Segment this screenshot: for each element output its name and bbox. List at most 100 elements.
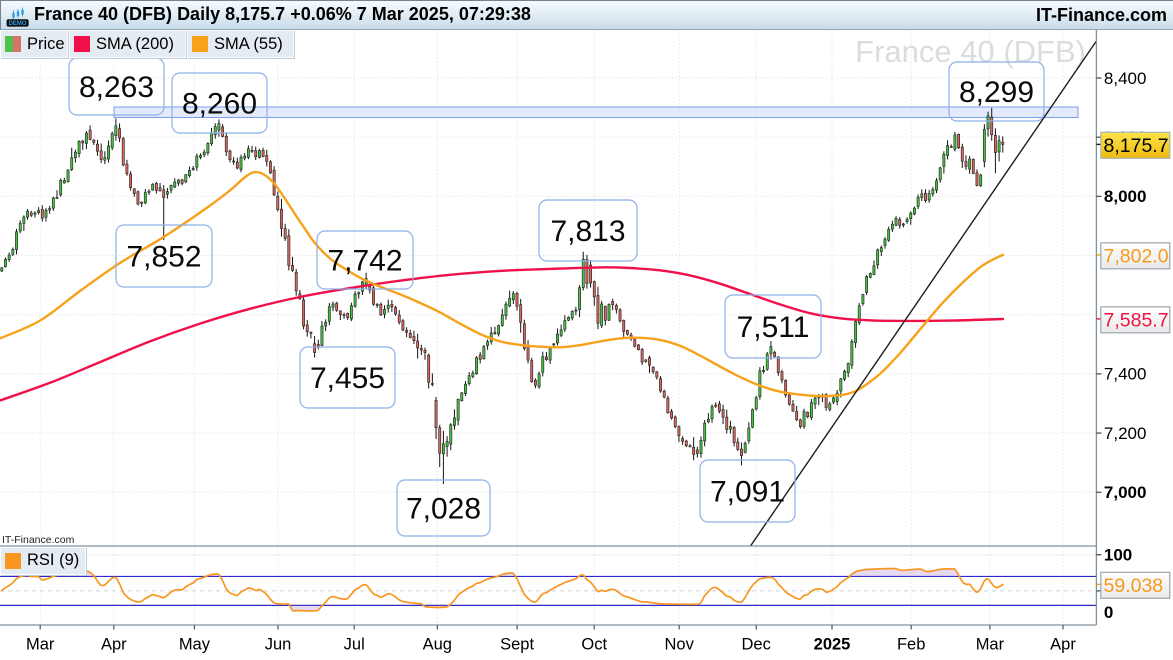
candle-body xyxy=(681,438,685,442)
candle-body xyxy=(986,115,990,130)
candle-body xyxy=(40,209,44,219)
candle-body xyxy=(143,192,147,204)
x-month-label: 2025 xyxy=(814,636,851,654)
candle-body xyxy=(349,305,353,320)
candle-body xyxy=(905,219,909,222)
watermark: France 40 (DFB) xyxy=(855,34,1086,69)
candle-body xyxy=(438,427,442,454)
candle-body xyxy=(15,231,18,250)
swing-label-box[interactable] xyxy=(948,61,1045,122)
candle-body xyxy=(390,304,394,308)
candle-body xyxy=(714,404,718,407)
candle-body xyxy=(960,146,964,162)
candle-body xyxy=(747,427,751,442)
candle-body xyxy=(971,158,975,174)
candle-body xyxy=(1001,141,1005,145)
candle-body xyxy=(625,330,629,335)
candle-body xyxy=(441,443,445,455)
candle-body xyxy=(342,314,346,317)
candle-body xyxy=(29,212,33,216)
candle-body xyxy=(302,299,305,327)
legend-label: SMA (55) xyxy=(214,34,283,53)
candle-body xyxy=(412,336,416,342)
candle-body xyxy=(993,135,997,153)
candle-body xyxy=(633,339,637,347)
candle-body xyxy=(504,303,508,316)
candle-body xyxy=(37,210,41,213)
swatch-color xyxy=(5,36,13,52)
candle-body xyxy=(990,116,994,136)
rsi-line xyxy=(0,567,1004,612)
axis-box-value: 7,802.0 xyxy=(1104,246,1169,268)
y-tick-label: 7,000 xyxy=(1104,483,1147,502)
resistance-band[interactable] xyxy=(113,106,1079,118)
candle-body xyxy=(18,223,22,232)
indicator-value-box xyxy=(1100,306,1171,334)
swing-label-box[interactable] xyxy=(171,72,268,134)
swing-label-box[interactable] xyxy=(724,294,822,359)
candle-body xyxy=(651,366,655,373)
candle-body xyxy=(751,409,754,428)
axis-box-value: 59.038 xyxy=(1104,575,1164,597)
candle-body xyxy=(935,180,938,191)
swing-label-box[interactable] xyxy=(396,479,491,537)
candle-body xyxy=(979,174,983,186)
candle-body xyxy=(338,310,342,315)
x-month-label: Jul xyxy=(344,636,365,654)
candle-body xyxy=(762,369,765,372)
legend-rsi-item-rsi-9[interactable]: RSI (9) xyxy=(0,546,86,575)
candle-body xyxy=(59,179,63,196)
provider-link[interactable]: IT-Finance.com xyxy=(1035,5,1167,25)
candle-body xyxy=(305,324,309,332)
candle-body xyxy=(246,148,250,158)
y-tick-label: 8,400 xyxy=(1104,69,1147,88)
legend-label: RSI (9) xyxy=(27,551,80,569)
candle-body xyxy=(563,320,567,330)
candle-body xyxy=(614,305,618,310)
candle-body xyxy=(537,373,541,388)
trendline[interactable] xyxy=(749,40,1097,547)
candle-body xyxy=(876,249,880,266)
x-month-label: Aug xyxy=(423,636,452,654)
swing-label-box[interactable] xyxy=(299,346,396,409)
candle-body xyxy=(592,281,596,298)
swing-label-value: 7,091 xyxy=(710,476,785,509)
swing-label-box[interactable] xyxy=(68,57,165,116)
swing-label-box[interactable] xyxy=(316,230,414,290)
candle-body xyxy=(132,188,136,194)
candle-body xyxy=(861,294,865,304)
swing-label-box[interactable] xyxy=(115,224,213,288)
rsi-tick-label: 0 xyxy=(1104,603,1113,622)
swing-label-value: 7,742 xyxy=(327,245,402,278)
candle-body xyxy=(4,258,7,268)
demo-badge-bg xyxy=(6,18,29,27)
candle-body xyxy=(530,360,534,382)
swing-label-box[interactable] xyxy=(538,199,638,262)
swing-label-value: 7,511 xyxy=(737,311,810,344)
candle-body xyxy=(475,357,478,375)
candle-body xyxy=(62,180,66,184)
candle-body xyxy=(559,329,563,336)
swing-label-box[interactable] xyxy=(699,459,796,523)
candle-body xyxy=(493,332,497,334)
candle-body xyxy=(931,189,935,195)
candle-body xyxy=(924,192,927,201)
candle-body xyxy=(88,129,92,140)
candle-body xyxy=(158,187,162,192)
x-month-label: Jun xyxy=(265,636,292,654)
swing-label-value: 7,028 xyxy=(406,493,481,526)
legend-main-item-sma-55[interactable]: SMA (55) xyxy=(187,30,294,58)
candle-body xyxy=(927,193,931,201)
legend-main-item-price[interactable]: Price xyxy=(0,30,68,58)
candle-body xyxy=(147,190,151,193)
candle-body xyxy=(541,356,545,373)
candle-body xyxy=(85,132,88,144)
candle-body xyxy=(618,309,622,322)
candle-body xyxy=(283,228,287,239)
title-bar: DEMO France 40 (DFB) Daily 8,175.7 +0.06… xyxy=(0,0,1173,30)
candle-body xyxy=(916,196,920,207)
candle-body xyxy=(659,378,662,392)
current-price-box xyxy=(1100,131,1171,159)
legend-main-item-sma-200[interactable]: SMA (200) xyxy=(69,30,186,58)
